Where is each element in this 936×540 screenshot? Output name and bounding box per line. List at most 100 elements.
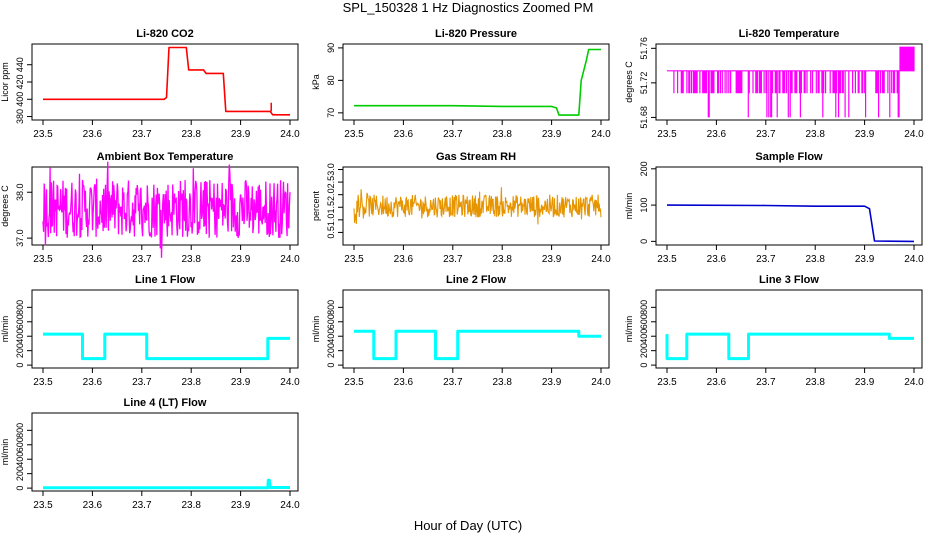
y-axis-label: Licor ppm: [0, 62, 10, 102]
y-tick-label: 600: [639, 314, 649, 329]
x-tick-label: 23.9: [855, 129, 875, 140]
chart-panel: Li-820 CO2 23.5 23.6 23.7 23.8 23.9 24.0 380 400…: [0, 28, 300, 140]
y-tick-label: 51.68: [639, 106, 649, 129]
x-tick-label: 23.9: [231, 377, 251, 388]
x-tick-label: 23.6: [707, 377, 727, 388]
y-tick-label: 800: [639, 300, 649, 315]
x-tick-label: 24.0: [280, 377, 300, 388]
series-line: [43, 332, 290, 361]
x-tick-label: 23.9: [542, 254, 562, 265]
plot-frame: [31, 289, 299, 369]
y-tick-label: 2.5: [326, 176, 336, 189]
x-tick-label: 23.8: [805, 377, 825, 388]
x-tick-label: 24.0: [904, 377, 924, 388]
x-tick-label: 23.5: [657, 377, 677, 388]
y-tick-label: 400: [326, 329, 336, 344]
x-tick-label: 23.7: [132, 500, 152, 511]
chart-panel: Line 1 Flow 23.5 23.6 23.7 23.8 23.9 24.0 0 2004…: [0, 274, 300, 388]
x-tick-label: 23.5: [33, 254, 53, 265]
series-line: [667, 46, 915, 118]
x-tick-label: 23.9: [231, 254, 251, 265]
x-tick-label: 23.9: [231, 129, 251, 140]
panel-title: Sample Flow: [755, 151, 823, 163]
figure-title: SPL_150328 1 Hz Diagnostics Zoomed PM: [342, 0, 594, 15]
x-tick-label: 23.8: [492, 254, 512, 265]
y-axis-label: degrees C: [624, 61, 634, 103]
x-tick-label: 23.5: [33, 129, 53, 140]
series-line: [665, 332, 914, 361]
chart-panel: Gas Stream RH 23.5 23.6 23.7 23.8 23.9 24.0 0.5…: [311, 151, 611, 265]
y-tick-label: 3.0: [326, 163, 336, 176]
x-tick-label: 23.5: [33, 500, 53, 511]
y-tick-label: 200: [15, 466, 25, 481]
x-tick-label: 23.7: [443, 377, 463, 388]
y-axis-label: percent: [311, 190, 321, 221]
y-tick-label: 400: [15, 329, 25, 344]
plot-frame: [655, 43, 923, 121]
plot-frame: [342, 289, 610, 369]
y-tick-label: 37.0: [15, 229, 25, 247]
y-tick-label: 200: [639, 343, 649, 358]
y-tick-label: 70: [326, 108, 336, 118]
y-tick-label: 400: [15, 452, 25, 467]
x-tick-label: 23.8: [805, 254, 825, 265]
x-tick-label: 23.6: [394, 129, 414, 140]
x-tick-label: 23.6: [394, 254, 414, 265]
y-axis-label: ml/min: [0, 439, 10, 466]
y-tick-label: 440: [15, 57, 25, 72]
x-tick-label: 24.0: [280, 254, 300, 265]
y-tick-label: 51.76: [639, 37, 649, 60]
x-tick-label: 23.8: [492, 129, 512, 140]
y-tick-label: 0: [639, 239, 649, 244]
panel-title: Li-820 Temperature: [739, 28, 840, 40]
y-tick-label: 400: [639, 329, 649, 344]
y-tick-label: 800: [326, 300, 336, 315]
x-tick-label: 23.8: [492, 377, 512, 388]
x-tick-label: 23.7: [443, 129, 463, 140]
x-tick-label: 23.8: [181, 129, 201, 140]
x-tick-label: 24.0: [904, 254, 924, 265]
x-tick-label: 23.9: [542, 129, 562, 140]
y-tick-label: 100: [639, 198, 649, 213]
y-tick-label: 600: [326, 314, 336, 329]
x-tick-label: 23.5: [344, 254, 364, 265]
x-tick-label: 23.7: [443, 254, 463, 265]
plot-frame: [31, 166, 299, 246]
x-tick-label: 23.8: [181, 377, 201, 388]
x-tick-label: 23.9: [855, 254, 875, 265]
x-tick-label: 23.8: [181, 500, 201, 511]
y-tick-label: 600: [15, 314, 25, 329]
x-tick-label: 23.7: [756, 129, 776, 140]
x-tick-label: 23.8: [181, 254, 201, 265]
x-tick-label: 23.9: [231, 500, 251, 511]
x-tick-label: 23.6: [707, 129, 727, 140]
x-tick-label: 23.9: [542, 377, 562, 388]
y-axis-label: ml/min: [624, 316, 634, 343]
x-tick-label: 24.0: [280, 500, 300, 511]
y-tick-label: 1.0: [326, 214, 336, 227]
panel-title: Li-820 Pressure: [435, 28, 517, 40]
y-tick-label: 0: [326, 363, 336, 368]
series-line: [354, 48, 601, 116]
y-axis-label: ml/min: [0, 316, 10, 343]
y-tick-label: 51.72: [639, 72, 649, 95]
y-tick-label: 200: [326, 343, 336, 358]
y-tick-label: 0: [639, 363, 649, 368]
series-line: [43, 478, 290, 490]
y-tick-label: 200: [639, 161, 649, 176]
y-tick-label: 600: [15, 437, 25, 452]
plot-frame: [342, 43, 610, 121]
y-axis-label: ml/min: [311, 316, 321, 343]
chart-panel: Li-820 Pressure 23.5 23.6 23.7 23.8 23.9 24.0 7…: [311, 28, 611, 140]
x-tick-label: 23.5: [33, 377, 53, 388]
plot-frame: [655, 166, 923, 246]
x-tick-label: 23.6: [83, 500, 103, 511]
series-line: [353, 187, 602, 225]
x-tick-label: 23.7: [132, 254, 152, 265]
x-tick-label: 23.6: [394, 377, 414, 388]
y-axis-label: kPa: [311, 74, 321, 90]
x-tick-label: 23.6: [83, 129, 103, 140]
y-tick-label: 80: [326, 75, 336, 85]
plot-frame: [342, 166, 610, 246]
